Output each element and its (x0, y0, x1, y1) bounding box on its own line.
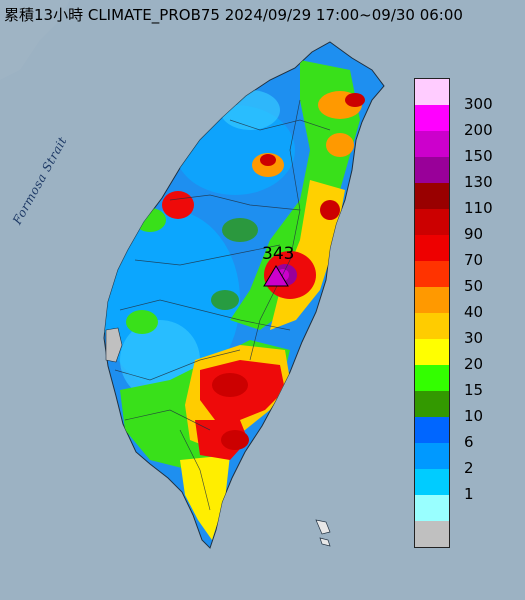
map-title: 累積13小時 CLIMATE_PROB75 2024/09/29 17:00~0… (4, 6, 463, 24)
legend-swatch (415, 339, 449, 365)
max-rain-value: 343 (262, 244, 295, 264)
legend-swatch (415, 79, 449, 105)
legend-label: 50 (464, 277, 484, 295)
legend-swatch (415, 443, 449, 469)
legend-label: 90 (464, 225, 484, 243)
county-boundaries (114, 99, 331, 511)
legend-label: 2 (464, 459, 474, 477)
legend-swatch (415, 105, 449, 131)
legend-label: 1 (464, 485, 474, 503)
legend-swatch (415, 417, 449, 443)
legend-swatch (415, 287, 449, 313)
legend-swatch (415, 235, 449, 261)
legend-label: 70 (464, 251, 484, 269)
legend-label: 40 (464, 303, 484, 321)
legend-swatch (415, 157, 449, 183)
legend-label: 130 (464, 173, 493, 191)
legend-swatch (415, 469, 449, 495)
green-island (315, 519, 331, 535)
legend-swatch (415, 183, 449, 209)
legend-label: 15 (464, 381, 484, 399)
legend-label: 150 (464, 147, 493, 165)
legend-label: 300 (464, 95, 493, 113)
legend-label: 110 (464, 199, 493, 217)
orchid-island (319, 537, 331, 547)
legend-label: 6 (464, 433, 474, 451)
rain-field (104, 60, 365, 540)
legend-swatch (415, 209, 449, 235)
legend-swatch (415, 365, 449, 391)
legend-swatch (415, 131, 449, 157)
legend-label: 200 (464, 121, 493, 139)
mainland-coast (0, 0, 70, 80)
legend-swatch (415, 495, 449, 521)
legend-swatch (415, 261, 449, 287)
legend-label: 10 (464, 407, 484, 425)
legend-swatch (415, 521, 449, 547)
legend-swatch (415, 313, 449, 339)
legend-swatch (415, 391, 449, 417)
legend-label: 30 (464, 329, 484, 347)
no-data-patch (105, 327, 123, 363)
legend-label: 20 (464, 355, 484, 373)
legend-color-bar (414, 78, 450, 548)
